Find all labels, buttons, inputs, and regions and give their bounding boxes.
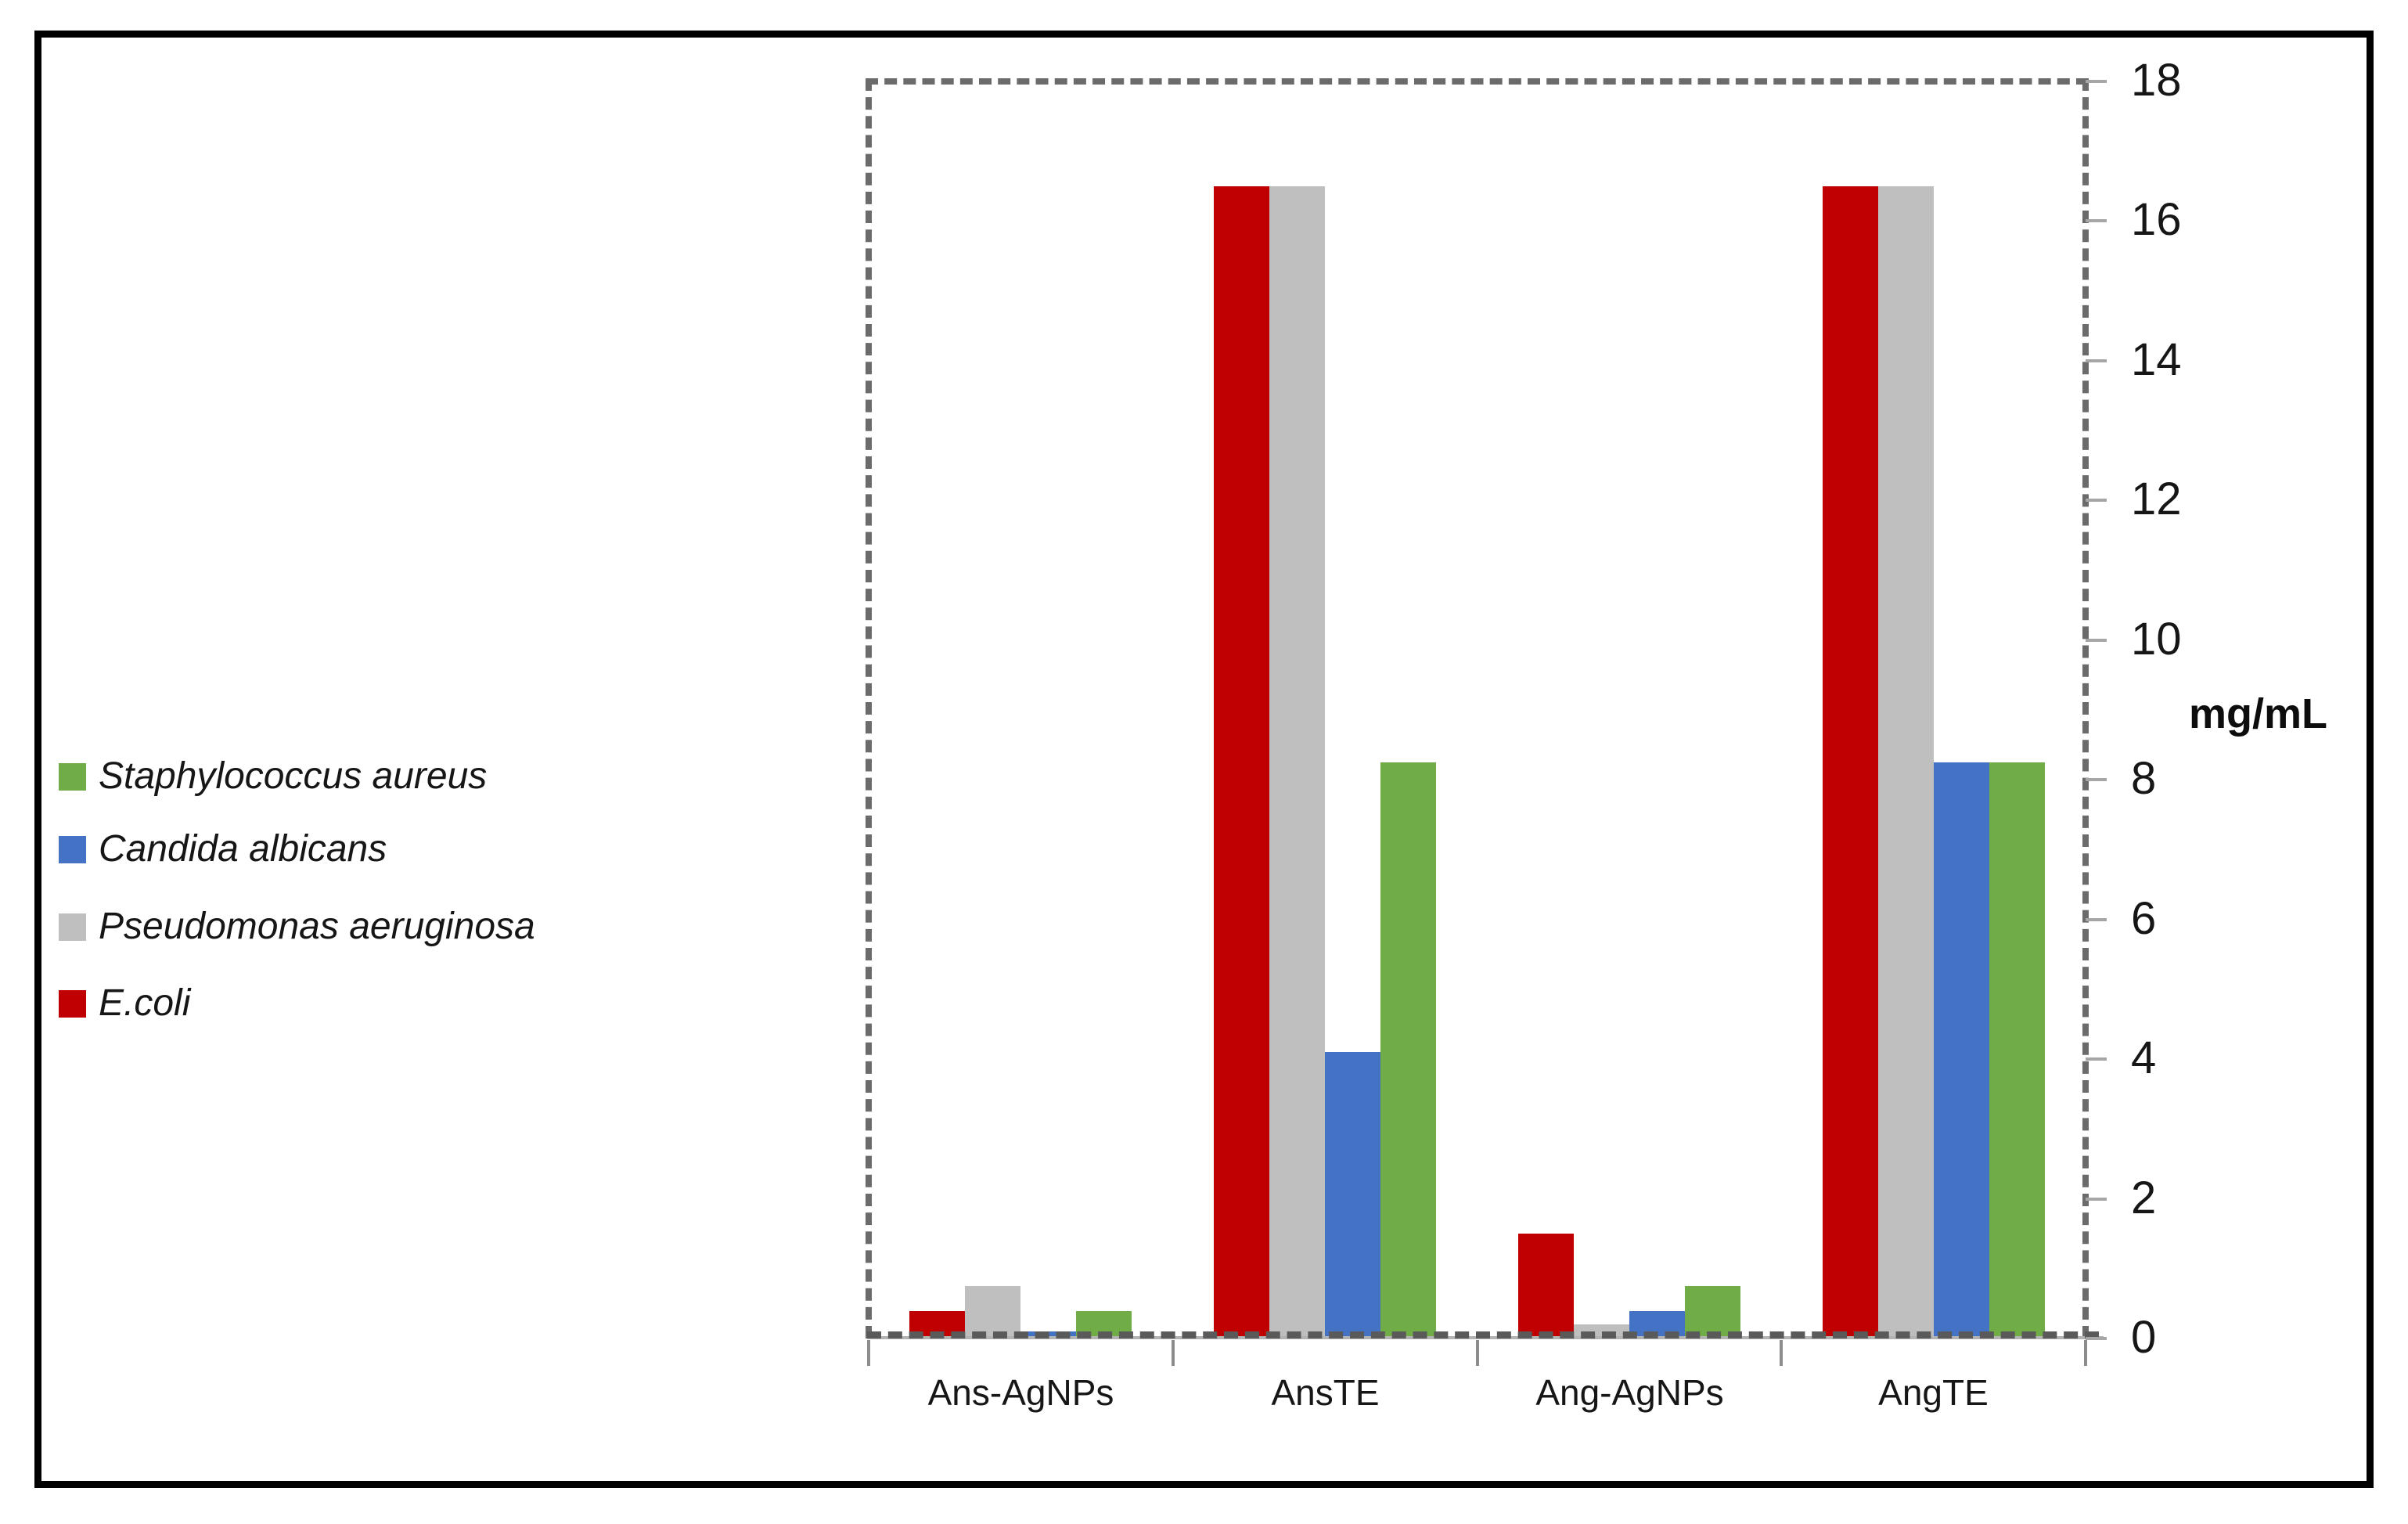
y-tick-mark-6 [2086,917,2107,921]
y-tick-label-14: 14 [2131,333,2182,385]
x-tick-mark-0 [867,1340,870,1366]
legend-swatch-gray [59,913,86,941]
legend-swatch-green [59,762,86,791]
y-tick-mark-8 [2086,778,2107,782]
y-tick-mark-16 [2086,219,2107,223]
y-tick-label-6: 6 [2131,892,2157,944]
bar-pseudomonas-aeruginosa-angte [1877,186,1934,1338]
y-tick-mark-12 [2086,499,2107,503]
bar-e-coli-angte [1822,186,1878,1338]
bar-staphylococcus-aureus-anste [1380,762,1437,1338]
legend-label: E.coli [99,982,191,1024]
y-tick-label-18: 18 [2131,54,2182,106]
legend-swatch-red [59,989,86,1018]
x-axis-label-ans-agnps: Ans-AgNPs [927,1372,1114,1413]
x-tick-mark-4 [2084,1340,2087,1366]
x-tick-mark-3 [1780,1340,1784,1366]
bar-staphylococcus-aureus-angte [1989,762,2045,1338]
x-tick-mark-2 [1475,1340,1479,1366]
bar-pseudomonas-aeruginosa-anste [1269,186,1326,1338]
bar-candida-albicans-anste [1325,1052,1381,1338]
bar-e-coli-anste [1214,186,1270,1338]
y-tick-mark-4 [2086,1057,2107,1061]
legend-item-pseudomonas-aeruginosa: Pseudomonas aeruginosa [59,906,535,948]
y-tick-mark-2 [2086,1197,2107,1201]
bar-candida-albicans-angte [1933,762,1989,1338]
y-tick-label-12: 12 [2131,474,2182,525]
y-tick-label-4: 4 [2131,1032,2157,1083]
y-tick-label-2: 2 [2131,1172,2157,1223]
y-tick-label-10: 10 [2131,613,2182,665]
x-axis-label-angte: AngTE [1878,1372,1989,1413]
x-axis-label-anste: AnsTE [1271,1372,1380,1413]
legend-swatch-blue [59,835,86,863]
y-tick-mark-10 [2086,638,2107,642]
x-tick-mark-1 [1171,1340,1175,1366]
y-tick-mark-18 [2086,80,2107,83]
y-tick-label-16: 16 [2131,194,2182,246]
bar-staphylococcus-aureus-ang-agnps [1684,1286,1740,1338]
y-axis-title: mg/mL [2189,690,2328,737]
y-tick-mark-0 [2086,1337,2107,1340]
legend-item-staphylococcus-aureus: Staphylococcus aureus [59,755,487,798]
legend-label: Staphylococcus aureus [99,755,488,797]
x-axis-label-ang-agnps: Ang-AgNPs [1535,1372,1724,1413]
y-tick-label-0: 0 [2131,1311,2157,1363]
x-axis-dashed-line [867,1331,2099,1338]
legend-item-candida-albicans: Candida albicans [59,828,387,870]
legend-label: Candida albicans [99,828,387,870]
legend-label: Pseudomonas aeruginosa [99,906,535,947]
legend-item-ecoli: E.coli [59,982,190,1025]
bar-e-coli-ang-agnps [1517,1234,1574,1338]
y-tick-mark-14 [2086,358,2107,362]
y-tick-label-8: 8 [2131,753,2157,805]
bar-pseudomonas-aeruginosa-ans-agnps [965,1286,1021,1338]
